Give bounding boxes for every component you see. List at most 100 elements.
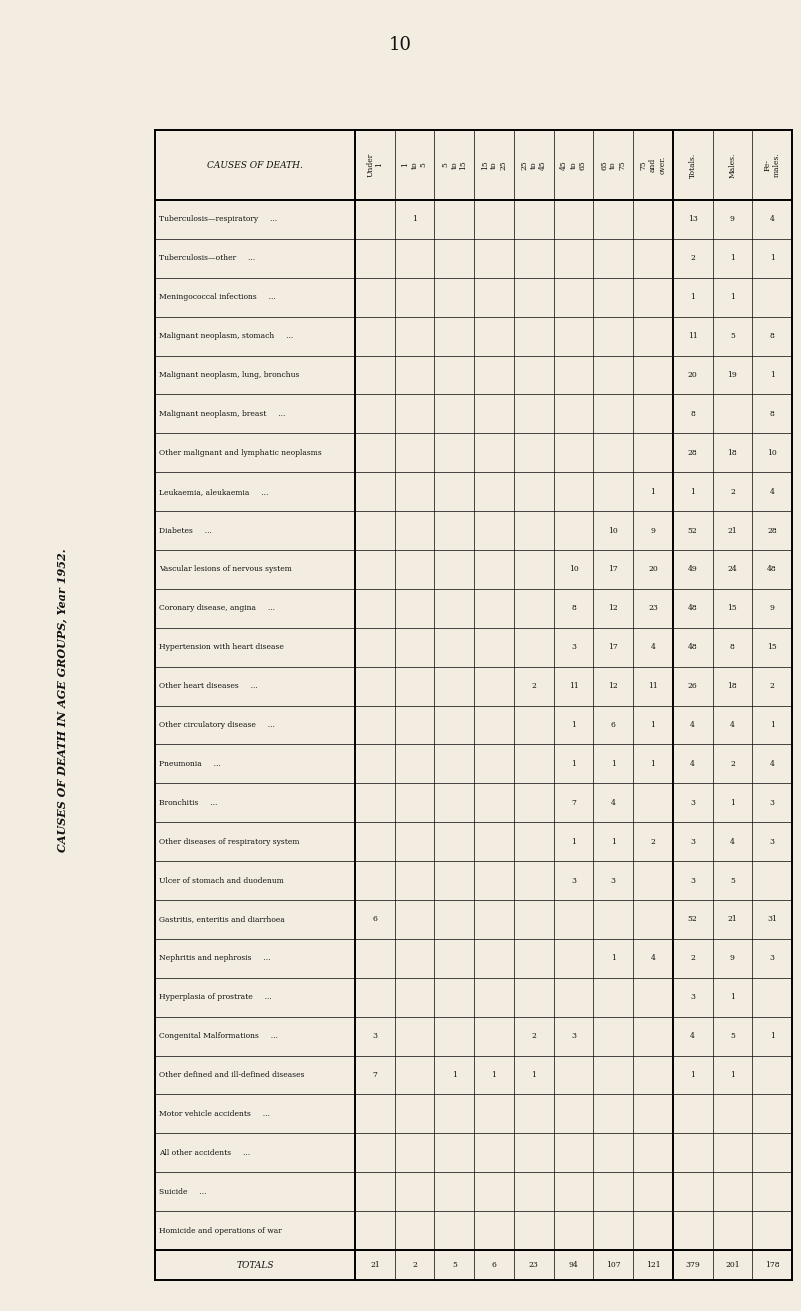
Text: 10: 10 <box>767 448 777 456</box>
Text: Homicide and operations of war: Homicide and operations of war <box>159 1227 282 1235</box>
Text: 1: 1 <box>611 954 616 962</box>
Text: 13: 13 <box>688 215 698 223</box>
Text: Fe-
males.: Fe- males. <box>763 152 781 177</box>
Text: 1: 1 <box>730 994 735 1002</box>
Text: 107: 107 <box>606 1261 621 1269</box>
Text: 23: 23 <box>529 1261 539 1269</box>
Text: Hyperplasia of prostrate     ...: Hyperplasia of prostrate ... <box>159 994 272 1002</box>
Text: 75
and
over.: 75 and over. <box>640 156 666 174</box>
Text: 25
to
45: 25 to 45 <box>521 160 547 170</box>
Text: 121: 121 <box>646 1261 660 1269</box>
Text: Pneumonia     ...: Pneumonia ... <box>159 760 221 768</box>
Text: Tuberculosis—other     ...: Tuberculosis—other ... <box>159 254 256 262</box>
Text: 26: 26 <box>688 682 698 690</box>
Text: 52: 52 <box>688 915 698 923</box>
Text: 18: 18 <box>727 682 737 690</box>
Text: 4: 4 <box>690 760 695 768</box>
Text: 1
to
5: 1 to 5 <box>401 161 428 169</box>
Text: 1: 1 <box>690 488 695 496</box>
Text: 5
to
15: 5 to 15 <box>441 160 468 170</box>
Text: 7: 7 <box>571 798 576 806</box>
Text: CAUSES OF DEATH IN AGE GROUPS, Year 1952.: CAUSES OF DEATH IN AGE GROUPS, Year 1952… <box>57 548 67 852</box>
Text: 1: 1 <box>730 254 735 262</box>
Text: 48: 48 <box>767 565 777 573</box>
Text: 24: 24 <box>727 565 737 573</box>
Text: 28: 28 <box>767 527 777 535</box>
Text: 9: 9 <box>650 527 655 535</box>
Text: 6: 6 <box>492 1261 497 1269</box>
Text: 1: 1 <box>650 721 655 729</box>
Text: 6: 6 <box>611 721 616 729</box>
Text: 9: 9 <box>730 215 735 223</box>
Text: 4: 4 <box>730 838 735 846</box>
Text: 2: 2 <box>730 488 735 496</box>
Text: 21: 21 <box>727 527 737 535</box>
Text: 4: 4 <box>611 798 616 806</box>
Text: 1: 1 <box>650 488 655 496</box>
Text: Malignant neoplasm, lung, bronchus: Malignant neoplasm, lung, bronchus <box>159 371 300 379</box>
Text: 2: 2 <box>690 254 695 262</box>
Text: 11: 11 <box>688 332 698 340</box>
Text: 8: 8 <box>770 332 775 340</box>
Text: 15: 15 <box>727 604 737 612</box>
Text: 1: 1 <box>770 1032 775 1040</box>
Text: 5: 5 <box>452 1261 457 1269</box>
Text: 1: 1 <box>452 1071 457 1079</box>
Text: 1: 1 <box>571 838 576 846</box>
Text: 20: 20 <box>688 371 698 379</box>
Text: Coronary disease, angina     ...: Coronary disease, angina ... <box>159 604 275 612</box>
Text: 48: 48 <box>688 604 698 612</box>
Text: Leukaemia, aleukaemia     ...: Leukaemia, aleukaemia ... <box>159 488 268 496</box>
Text: 8: 8 <box>770 410 775 418</box>
Text: 9: 9 <box>770 604 775 612</box>
Text: 45
to
65: 45 to 65 <box>561 160 586 170</box>
Text: Tuberculosis—respiratory     ...: Tuberculosis—respiratory ... <box>159 215 277 223</box>
Text: 12: 12 <box>608 682 618 690</box>
Text: 2: 2 <box>690 954 695 962</box>
Text: 1: 1 <box>611 760 616 768</box>
Text: 6: 6 <box>372 915 377 923</box>
Text: 379: 379 <box>686 1261 700 1269</box>
Text: TOTALS: TOTALS <box>236 1260 274 1269</box>
Text: 1: 1 <box>650 760 655 768</box>
Text: 3: 3 <box>770 838 775 846</box>
Text: Meningococcal infections     ...: Meningococcal infections ... <box>159 294 276 302</box>
Text: Under
1: Under 1 <box>366 153 384 177</box>
Text: 1: 1 <box>690 294 695 302</box>
Text: 15
to
25: 15 to 25 <box>481 160 507 170</box>
Text: Suicide     ...: Suicide ... <box>159 1188 207 1196</box>
Text: 1: 1 <box>571 760 576 768</box>
Text: 2: 2 <box>531 1032 536 1040</box>
Text: Malignant neoplasm, breast     ...: Malignant neoplasm, breast ... <box>159 410 285 418</box>
Text: 178: 178 <box>765 1261 779 1269</box>
Text: 19: 19 <box>727 371 737 379</box>
Text: Other malignant and lymphatic neoplasms: Other malignant and lymphatic neoplasms <box>159 448 322 456</box>
Text: 3: 3 <box>690 877 695 885</box>
Text: 2: 2 <box>531 682 536 690</box>
Text: Other heart diseases     ...: Other heart diseases ... <box>159 682 258 690</box>
Text: 65
to
75: 65 to 75 <box>600 160 626 170</box>
Text: 3: 3 <box>372 1032 377 1040</box>
Text: 11: 11 <box>648 682 658 690</box>
Text: 1: 1 <box>770 371 775 379</box>
Text: 10: 10 <box>569 565 578 573</box>
Text: Bronchitis     ...: Bronchitis ... <box>159 798 217 806</box>
Text: 20: 20 <box>648 565 658 573</box>
Text: Congenital Malformations     ...: Congenital Malformations ... <box>159 1032 278 1040</box>
Text: 1: 1 <box>690 1071 695 1079</box>
Text: Other diseases of respiratory system: Other diseases of respiratory system <box>159 838 300 846</box>
Text: 4: 4 <box>770 760 775 768</box>
Text: 3: 3 <box>690 838 695 846</box>
Text: 15: 15 <box>767 644 777 652</box>
Text: 9: 9 <box>730 954 735 962</box>
Text: 1: 1 <box>531 1071 536 1079</box>
Text: 17: 17 <box>608 644 618 652</box>
Text: 23: 23 <box>648 604 658 612</box>
Text: 1: 1 <box>492 1071 497 1079</box>
Text: 49: 49 <box>688 565 698 573</box>
Text: Motor vehicle accidents     ...: Motor vehicle accidents ... <box>159 1110 270 1118</box>
Text: 3: 3 <box>690 994 695 1002</box>
Text: 4: 4 <box>650 644 655 652</box>
Text: 2: 2 <box>413 1261 417 1269</box>
Text: 3: 3 <box>571 1032 576 1040</box>
